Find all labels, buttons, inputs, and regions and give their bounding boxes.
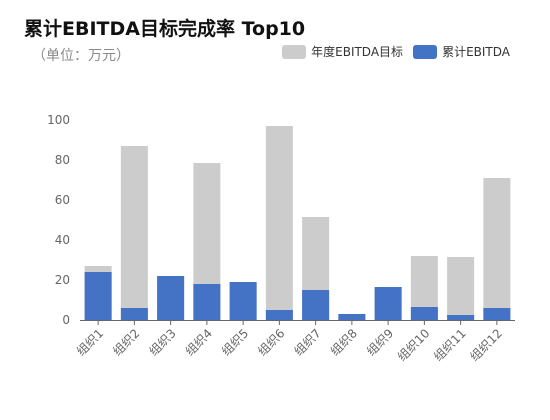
actual-bar[interactable] [157,276,185,320]
actual-bar[interactable] [120,308,148,320]
y-tick-label: 80 [55,153,70,167]
target-bar[interactable] [120,146,148,320]
x-tick-label: 组织7 [291,326,323,358]
x-tick-label: 组织11 [431,326,469,364]
target-bar[interactable] [447,257,475,320]
x-tick-label: 组织9 [364,326,396,358]
target-series [84,126,511,320]
target-bar[interactable] [265,126,293,320]
x-tick-label: 组织3 [146,326,178,358]
actual-bar[interactable] [84,272,112,320]
x-tick-label: 组织6 [255,326,287,358]
actual-bar[interactable] [193,284,221,320]
y-tick-label: 0 [62,313,70,327]
legend-item-target[interactable]: 年度EBITDA目标 [282,43,403,60]
actual-bar[interactable] [338,314,366,320]
x-tick-label: 组织4 [183,326,215,358]
actual-bar[interactable] [374,287,402,320]
y-tick-label: 20 [55,273,70,287]
actual-bar[interactable] [302,290,330,320]
chart-title: 累计EBITDA目标完成率 Top10 [24,18,306,40]
y-tick-label: 60 [55,193,70,207]
legend-label-target: 年度EBITDA目标 [311,45,404,59]
x-tick-label: 组织5 [219,326,251,358]
target-bar[interactable] [483,178,511,320]
x-tick-label: 组织10 [395,326,433,364]
actual-bar[interactable] [265,310,293,320]
y-tick-label: 100 [47,113,70,127]
x-tick-label: 组织12 [467,326,505,364]
legend-item-actual[interactable]: 累计EBITDA [413,43,510,60]
chart-subtitle: （单位：万元） [32,48,130,64]
chart-legend: 年度EBITDA目标 累计EBITDA [272,43,510,60]
y-tick-label: 40 [55,233,70,247]
actual-bar[interactable] [483,308,511,320]
actual-series [84,272,511,320]
actual-bar[interactable] [447,315,475,320]
legend-swatch-actual [413,44,438,59]
y-axis: 0 20 40 60 80 100 [47,113,70,327]
actual-bar[interactable] [229,282,257,320]
x-tick-label: 组织8 [328,326,360,358]
x-tick-label: 组织1 [74,326,106,358]
legend-swatch-target [282,44,307,59]
actual-bar[interactable] [410,307,438,320]
legend-label-actual: 累计EBITDA [442,45,510,59]
x-tick-label: 组织2 [110,326,142,358]
